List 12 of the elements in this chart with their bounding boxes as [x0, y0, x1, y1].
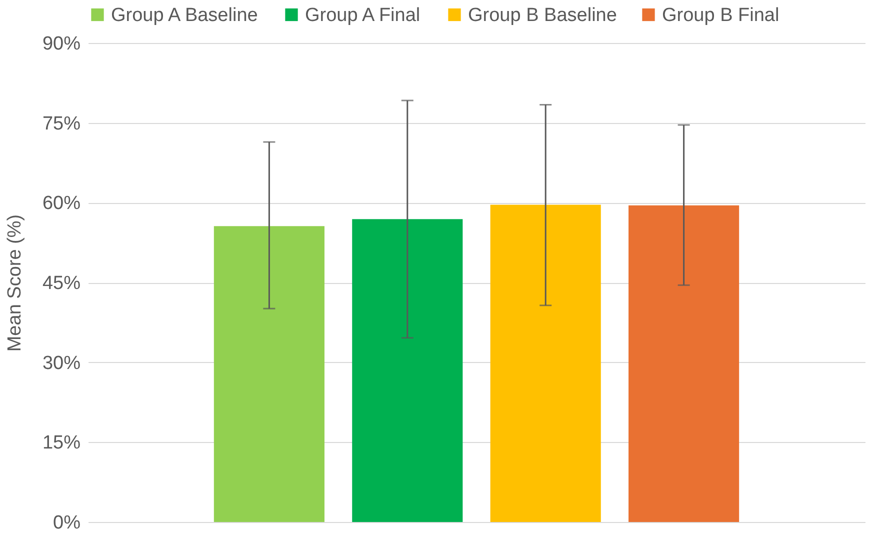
y-tick-label: 60%	[42, 193, 81, 214]
y-tick-label: 75%	[42, 113, 81, 134]
y-axis-title: Mean Score (%)	[4, 214, 26, 352]
legend-label: Group A Final	[305, 4, 420, 26]
y-tick-label: 45%	[42, 273, 81, 294]
legend-label: Group B Final	[662, 4, 780, 26]
y-tick-label: 30%	[42, 352, 81, 374]
y-tick-label: 0%	[53, 512, 81, 534]
y-tick-label: 15%	[42, 432, 81, 454]
legend-label: Group A Baseline	[111, 4, 258, 26]
legend-label: Group B Baseline	[468, 4, 617, 26]
y-tick-label: 90%	[42, 34, 81, 54]
